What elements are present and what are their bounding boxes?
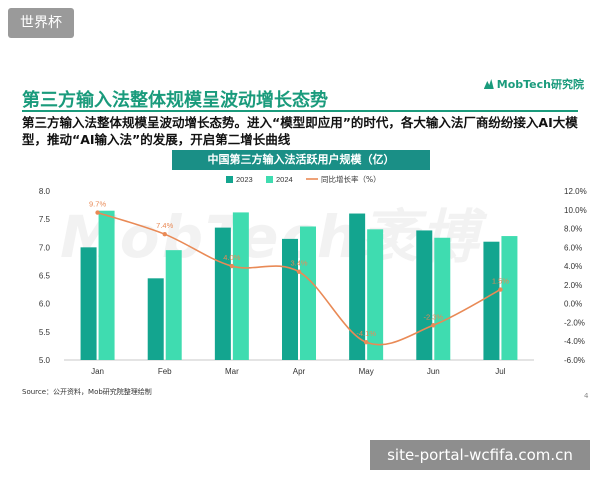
y2-tick-label: 2.0% xyxy=(564,281,582,290)
y2-tick-label: 8.0% xyxy=(564,225,582,234)
x-tick-label: Jan xyxy=(91,367,104,376)
x-tick-label: Feb xyxy=(158,367,172,376)
y-tick-label: 5.0 xyxy=(39,356,51,365)
bar-2023 xyxy=(80,247,97,360)
logo-icon xyxy=(483,79,494,89)
page-number: 4 xyxy=(584,392,589,400)
growth-rate-label: -4.1% xyxy=(356,329,376,338)
y2-tick-label: 4.0% xyxy=(564,262,582,271)
brand-logo: MobTech研究院 xyxy=(483,76,584,92)
slide-subtitle: 第三方输入法整体规模呈波动增长态势。进入“模型即应用”的时代，各大输入法厂商纷纷… xyxy=(22,115,578,147)
bar-2024 xyxy=(501,236,518,360)
slide-title: 第三方输入法整体规模呈波动增长态势 xyxy=(22,90,328,111)
source-note: Source：公开资料，Mob研究院整理绘制 xyxy=(22,388,152,396)
growth-rate-label: 1.5% xyxy=(492,277,509,286)
y-tick-label: 7.0 xyxy=(39,243,51,252)
legend-swatch-2024 xyxy=(266,176,273,183)
bottom-right-tag: site-portal-wcfifa.com.cn xyxy=(370,440,590,470)
bar-2023 xyxy=(416,230,433,360)
x-tick-label: Mar xyxy=(225,367,239,376)
x-tick-label: Jul xyxy=(495,367,505,376)
growth-rate-label: -2.3% xyxy=(423,312,443,321)
bar-2024 xyxy=(367,229,384,360)
x-tick-label: Apr xyxy=(293,367,306,376)
bar-2024 xyxy=(300,226,316,360)
bar-2024 xyxy=(165,250,182,360)
y-tick-label: 7.5 xyxy=(39,215,51,224)
y2-tick-label: -2.0% xyxy=(564,318,585,327)
growth-rate-label: 4.0% xyxy=(223,253,240,262)
bar-2024 xyxy=(232,212,249,360)
bar-2023 xyxy=(214,227,231,360)
growth-rate-point xyxy=(229,263,235,269)
growth-rate-point xyxy=(95,210,100,215)
bar-2023 xyxy=(147,278,164,360)
y2-tick-label: 0.0% xyxy=(564,300,582,309)
y2-tick-label: 6.0% xyxy=(564,243,582,252)
x-tick-label: May xyxy=(359,367,374,376)
logo-text: MobTech研究院 xyxy=(496,78,584,91)
x-tick-label: Jun xyxy=(427,367,440,376)
growth-rate-point xyxy=(162,231,167,237)
legend-swatch-2023 xyxy=(226,176,233,183)
legend-label-2023: 2023 xyxy=(236,175,253,184)
y2-tick-label: -4.0% xyxy=(564,337,585,346)
bar-2024 xyxy=(98,210,115,360)
bar-2023 xyxy=(349,213,366,360)
y-tick-label: 6.5 xyxy=(39,272,51,281)
chart-title: 中国第三方输入法活跃用户规模（亿） xyxy=(172,150,430,170)
legend-label-2024: 2024 xyxy=(276,175,293,184)
y2-tick-label: 12.0% xyxy=(564,187,587,196)
title-rule xyxy=(22,110,578,112)
growth-rate-point xyxy=(431,323,436,328)
bar-2024 xyxy=(434,237,451,360)
growth-rate-label: 7.4% xyxy=(156,221,173,230)
y-tick-label: 6.0 xyxy=(39,300,51,309)
growth-rate-label: 9.7% xyxy=(89,200,106,209)
bar-2023 xyxy=(282,238,298,360)
y-tick-label: 8.0 xyxy=(39,187,51,196)
y2-tick-label: -6.0% xyxy=(564,356,585,365)
y-tick-label: 5.5 xyxy=(39,328,51,337)
watermark: MobTech袤博 xyxy=(60,203,481,271)
top-left-tag: 世界杯 xyxy=(8,8,74,38)
growth-rate-point xyxy=(296,269,302,274)
y2-tick-label: 10.0% xyxy=(564,206,587,215)
growth-rate-label: 3.4% xyxy=(290,259,307,268)
growth-rate-point xyxy=(363,339,369,345)
bar-2023 xyxy=(483,241,500,360)
legend-label-rate: 同比增长率（%） xyxy=(321,174,381,184)
growth-rate-point xyxy=(498,287,503,292)
